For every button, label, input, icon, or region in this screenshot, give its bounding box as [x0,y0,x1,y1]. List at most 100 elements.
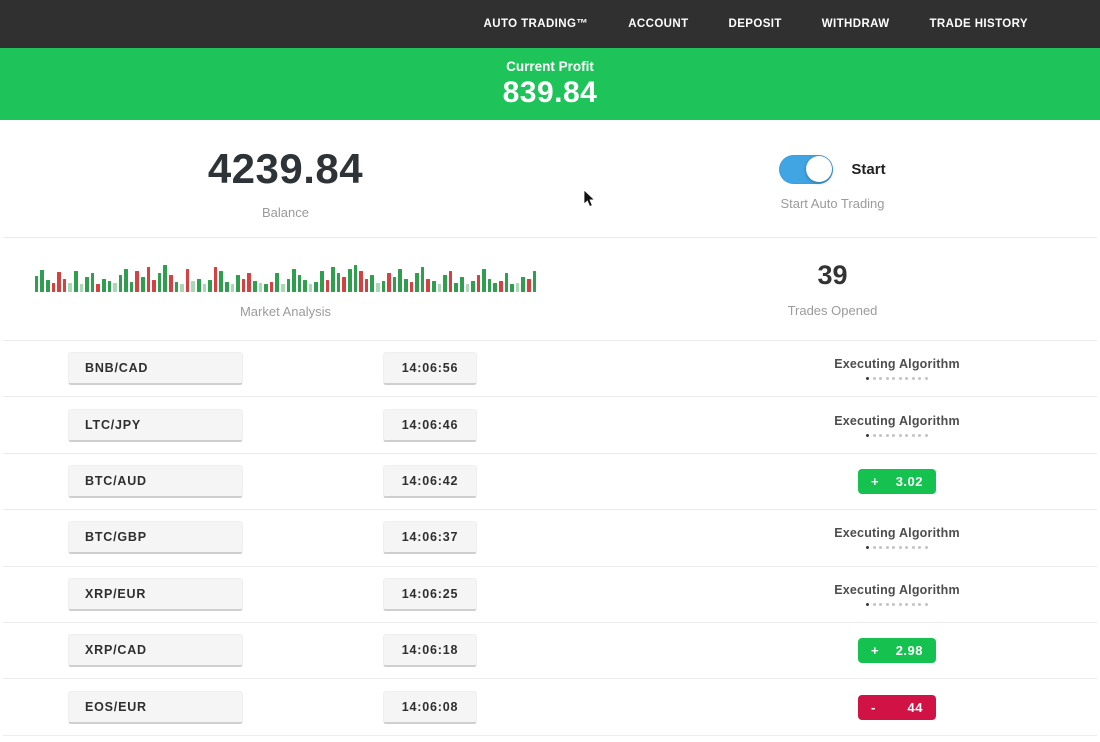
market-bar [57,271,61,292]
toggle-knob-icon [805,156,832,182]
market-bar [107,280,112,292]
executing-algorithm-status: Executing Algorithm [834,357,960,381]
market-bar [247,272,251,292]
market-bar [40,269,44,292]
pair-button[interactable]: BNB/CAD [68,352,243,386]
market-bar [308,283,313,292]
current-profit-value: 839.84 [502,75,598,109]
loader-dots-icon [866,433,928,437]
market-bar [73,270,78,292]
trade-time: 14:06:37 [383,521,477,555]
market-bar [527,278,531,292]
badge-value: 2.98 [895,643,923,659]
nav-item-account[interactable]: ACCOUNT [628,18,689,30]
market-analysis-section: Market Analysis 39 Trades Opened [3,238,1097,341]
market-bar [426,278,430,292]
market-bar [191,280,195,292]
market-bar [443,274,447,292]
market-bar [370,274,374,292]
market-bar [409,281,414,292]
market-bar [219,270,223,292]
market-bar [213,266,218,292]
badge-sign: - [871,699,876,715]
market-bar [68,282,72,292]
market-bar [387,272,391,292]
market-bar [499,280,503,292]
market-bar [487,278,492,292]
loader-dots-icon [866,602,928,606]
market-bar [303,279,307,292]
market-bar [297,274,302,292]
balance-section: 4239.84 Balance Start Start Auto Trading [3,120,1097,238]
table-row: LTC/JPY 14:06:46 Executing Algorithm [3,397,1097,454]
balance-block: 4239.84 Balance [3,120,568,237]
table-row: EOS/EUR 14:06:08 - 44 [3,679,1097,736]
pair-button[interactable]: LTC/JPY [68,408,243,442]
badge-value: 44 [907,699,923,715]
market-bar [264,283,268,292]
market-bar [515,282,520,292]
market-bar [51,282,56,292]
profit-badge: +2.98 [858,638,936,664]
market-bar [325,279,330,292]
pair-button[interactable]: XRP/CAD [68,634,243,668]
trade-rows: BNB/CAD 14:06:56 Executing Algorithm LTC/JP… [0,341,1100,736]
market-bar [124,268,128,292]
market-bar [197,278,201,292]
loader-dots-icon [866,377,928,381]
market-bar [79,283,84,292]
pair-button[interactable]: BTC/GBP [68,521,243,555]
market-bar [431,280,436,292]
executing-algorithm-status: Executing Algorithm [834,526,960,550]
nav-item-auto-trading[interactable]: AUTO TRADING™ [483,18,589,30]
market-bar [465,283,470,292]
market-bar [90,272,95,292]
trade-time: 14:06:56 [383,352,477,386]
auto-trading-toggle[interactable] [779,154,834,184]
market-bar [504,272,509,292]
market-bar [532,270,537,292]
badge-sign: + [871,643,880,659]
pair-button[interactable]: BTC/AUD [68,464,243,498]
nav-item-trade-history[interactable]: TRADE HISTORY [929,18,1028,30]
market-bar [348,268,352,292]
nav-item-withdraw[interactable]: WITHDRAW [821,18,890,30]
market-bar [521,276,526,292]
profit-badge: +3.02 [858,468,936,494]
trade-time: 14:06:46 [383,408,477,442]
market-bar [493,282,498,292]
market-bar [146,266,151,292]
executing-algorithm-status: Executing Algorithm [834,583,960,606]
market-bar [113,282,117,292]
market-bar [510,283,514,292]
trade-time: 14:06:25 [383,577,477,611]
market-bar [376,282,380,292]
market-bar [398,268,402,292]
pair-button[interactable]: EOS/EUR [68,690,243,724]
market-bar [403,278,408,292]
current-profit-label: Current Profit [506,58,594,74]
executing-algorithm-label: Executing Algorithm [834,582,960,597]
market-analysis-label: Market Analysis [239,303,332,319]
trade-time: 14:06:08 [383,690,477,724]
trade-time: 14:06:42 [383,464,477,498]
nav-item-deposit[interactable]: DEPOSIT [728,18,782,30]
pair-button[interactable]: XRP/EUR [68,577,243,611]
market-analysis-chart [34,260,537,292]
loss-badge: - 44 [858,694,936,720]
top-nav: AUTO TRADING™ ACCOUNT DEPOSIT WITHDRAW TRADE… [0,0,1100,48]
market-bar [364,278,369,292]
market-bar [459,276,464,292]
market-bar [230,283,235,292]
market-bar [174,281,179,292]
market-bar [180,283,184,292]
market-bar [224,281,229,292]
executing-algorithm-status: Executing Algorithm [834,414,960,437]
trades-opened-label: Trades Opened [787,303,878,318]
market-bar [342,276,347,292]
market-bar [141,276,145,292]
toggle-caption: Start Auto Trading [780,195,885,211]
market-bar [34,275,39,292]
market-bar [353,264,358,292]
